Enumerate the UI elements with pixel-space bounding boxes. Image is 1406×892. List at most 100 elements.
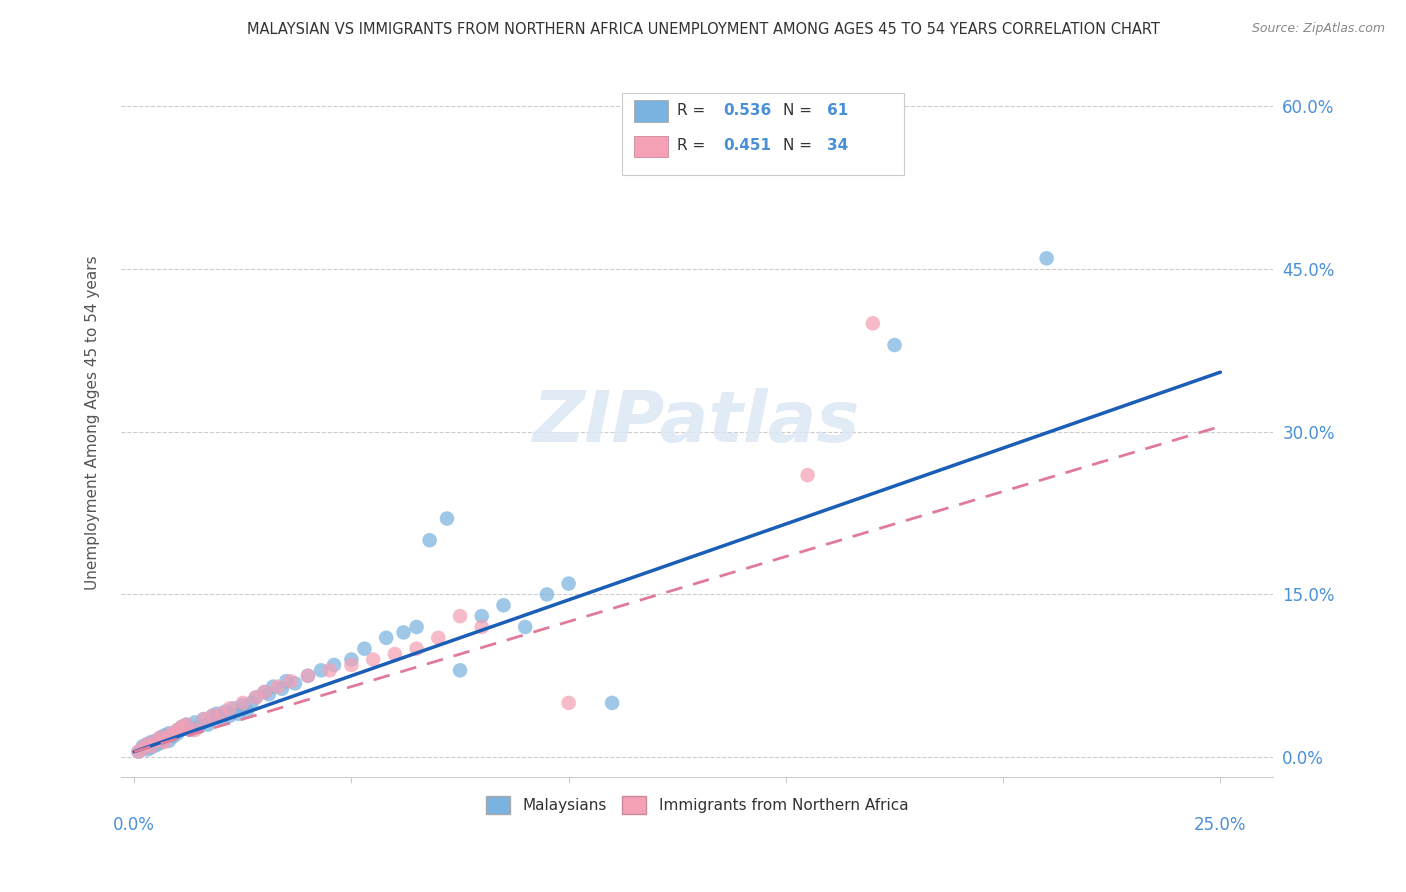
Point bbox=[375, 631, 398, 645]
Point bbox=[232, 698, 254, 712]
Text: 0.536: 0.536 bbox=[723, 103, 772, 118]
Point bbox=[557, 576, 579, 591]
Point bbox=[149, 736, 172, 750]
Point bbox=[471, 609, 494, 624]
Point bbox=[193, 712, 215, 726]
Point bbox=[340, 652, 363, 666]
Point bbox=[492, 599, 515, 613]
Point bbox=[557, 696, 579, 710]
Point bbox=[149, 731, 172, 745]
Text: N =: N = bbox=[783, 103, 817, 118]
Point bbox=[253, 685, 276, 699]
Point bbox=[340, 657, 363, 672]
Point bbox=[176, 717, 198, 731]
Point bbox=[170, 720, 193, 734]
Point bbox=[209, 712, 232, 726]
Point bbox=[449, 664, 471, 678]
Text: 34: 34 bbox=[827, 138, 848, 153]
Point bbox=[297, 669, 319, 683]
Text: Source: ZipAtlas.com: Source: ZipAtlas.com bbox=[1251, 22, 1385, 36]
Point bbox=[145, 734, 167, 748]
Point bbox=[405, 620, 427, 634]
Point bbox=[184, 715, 207, 730]
Point bbox=[153, 735, 176, 749]
Point bbox=[297, 669, 319, 683]
Point bbox=[384, 647, 406, 661]
Point bbox=[392, 625, 415, 640]
Text: 0.0%: 0.0% bbox=[114, 815, 155, 833]
Point bbox=[276, 674, 298, 689]
Point bbox=[128, 745, 150, 759]
Point bbox=[266, 680, 288, 694]
Point bbox=[883, 338, 905, 352]
Point bbox=[1035, 252, 1057, 266]
Text: R =: R = bbox=[678, 138, 710, 153]
Y-axis label: Unemployment Among Ages 45 to 54 years: Unemployment Among Ages 45 to 54 years bbox=[86, 255, 100, 590]
FancyBboxPatch shape bbox=[634, 136, 668, 157]
Point bbox=[245, 690, 267, 705]
Text: 0.451: 0.451 bbox=[723, 138, 772, 153]
Point bbox=[224, 701, 246, 715]
Point bbox=[153, 732, 176, 747]
Point bbox=[353, 641, 375, 656]
Point bbox=[136, 742, 159, 756]
Point bbox=[600, 696, 623, 710]
Point bbox=[162, 730, 184, 744]
Point bbox=[193, 712, 215, 726]
Text: ZIPatlas: ZIPatlas bbox=[533, 388, 860, 457]
Point bbox=[796, 468, 818, 483]
Point bbox=[270, 681, 292, 696]
Point bbox=[201, 709, 224, 723]
Point bbox=[284, 676, 307, 690]
Point bbox=[145, 738, 167, 752]
Text: MALAYSIAN VS IMMIGRANTS FROM NORTHERN AFRICA UNEMPLOYMENT AMONG AGES 45 TO 54 YE: MALAYSIAN VS IMMIGRANTS FROM NORTHERN AF… bbox=[246, 22, 1160, 37]
Point bbox=[132, 741, 155, 756]
Point bbox=[145, 734, 167, 748]
Point bbox=[232, 696, 254, 710]
Point bbox=[209, 706, 232, 721]
Point bbox=[205, 706, 228, 721]
Point bbox=[436, 511, 458, 525]
Point bbox=[157, 734, 180, 748]
Point bbox=[176, 717, 198, 731]
Point bbox=[427, 631, 450, 645]
Point bbox=[280, 674, 302, 689]
Point bbox=[862, 317, 884, 331]
Point bbox=[405, 641, 427, 656]
Point bbox=[515, 620, 537, 634]
Point bbox=[188, 720, 211, 734]
Point bbox=[318, 664, 340, 678]
Point bbox=[170, 720, 193, 734]
Point bbox=[245, 690, 267, 705]
Point bbox=[253, 685, 276, 699]
Point bbox=[166, 726, 188, 740]
FancyBboxPatch shape bbox=[634, 101, 668, 121]
Point bbox=[240, 696, 263, 710]
Point bbox=[419, 533, 441, 548]
Point bbox=[536, 587, 558, 601]
Text: N =: N = bbox=[783, 138, 817, 153]
Point bbox=[201, 709, 224, 723]
Point bbox=[214, 705, 236, 719]
Point bbox=[128, 745, 150, 759]
Point bbox=[197, 717, 219, 731]
Point bbox=[157, 728, 180, 742]
Point bbox=[323, 657, 346, 672]
Point bbox=[361, 652, 384, 666]
Point bbox=[149, 731, 172, 745]
FancyBboxPatch shape bbox=[621, 94, 904, 175]
Point bbox=[162, 726, 184, 740]
Point bbox=[449, 609, 471, 624]
Point bbox=[180, 723, 202, 737]
Point bbox=[141, 735, 163, 749]
Point bbox=[157, 726, 180, 740]
Point bbox=[153, 728, 176, 742]
Point bbox=[132, 741, 155, 756]
Point bbox=[471, 620, 494, 634]
Point bbox=[184, 723, 207, 737]
Point bbox=[136, 737, 159, 751]
Point bbox=[309, 664, 332, 678]
Point bbox=[141, 739, 163, 754]
Legend: Malaysians, Immigrants from Northern Africa: Malaysians, Immigrants from Northern Afr… bbox=[479, 790, 914, 820]
Point bbox=[262, 680, 284, 694]
